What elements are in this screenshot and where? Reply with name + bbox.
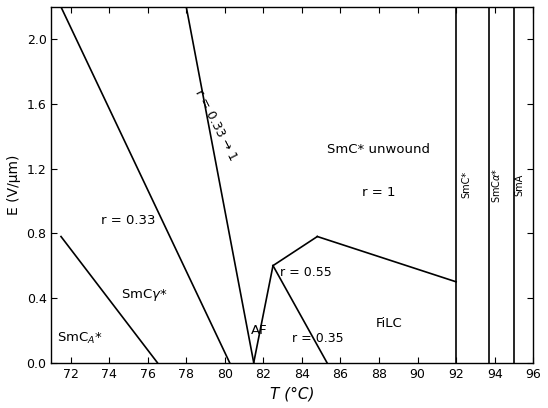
Text: r = 1: r = 1: [362, 186, 396, 200]
X-axis label: T (°C): T (°C): [270, 386, 315, 401]
Text: SmA: SmA: [515, 174, 524, 196]
Text: r = 0.33: r = 0.33: [101, 214, 156, 227]
Text: SmC$\gamma$*: SmC$\gamma$*: [121, 287, 167, 303]
Text: r = 0.35: r = 0.35: [292, 332, 343, 345]
Text: SmC* unwound: SmC* unwound: [328, 143, 431, 156]
Text: r = 0.33 → 1: r = 0.33 → 1: [193, 87, 239, 163]
Text: SmC$_A$*: SmC$_A$*: [58, 331, 103, 346]
Text: r = 0.55: r = 0.55: [280, 266, 332, 279]
Text: FiLC: FiLC: [375, 317, 402, 330]
Text: AF: AF: [251, 324, 268, 337]
Text: SmC$\alpha$*: SmC$\alpha$*: [489, 167, 501, 202]
Y-axis label: E (V/μm): E (V/μm): [7, 155, 21, 215]
Text: SmC*: SmC*: [461, 171, 472, 198]
